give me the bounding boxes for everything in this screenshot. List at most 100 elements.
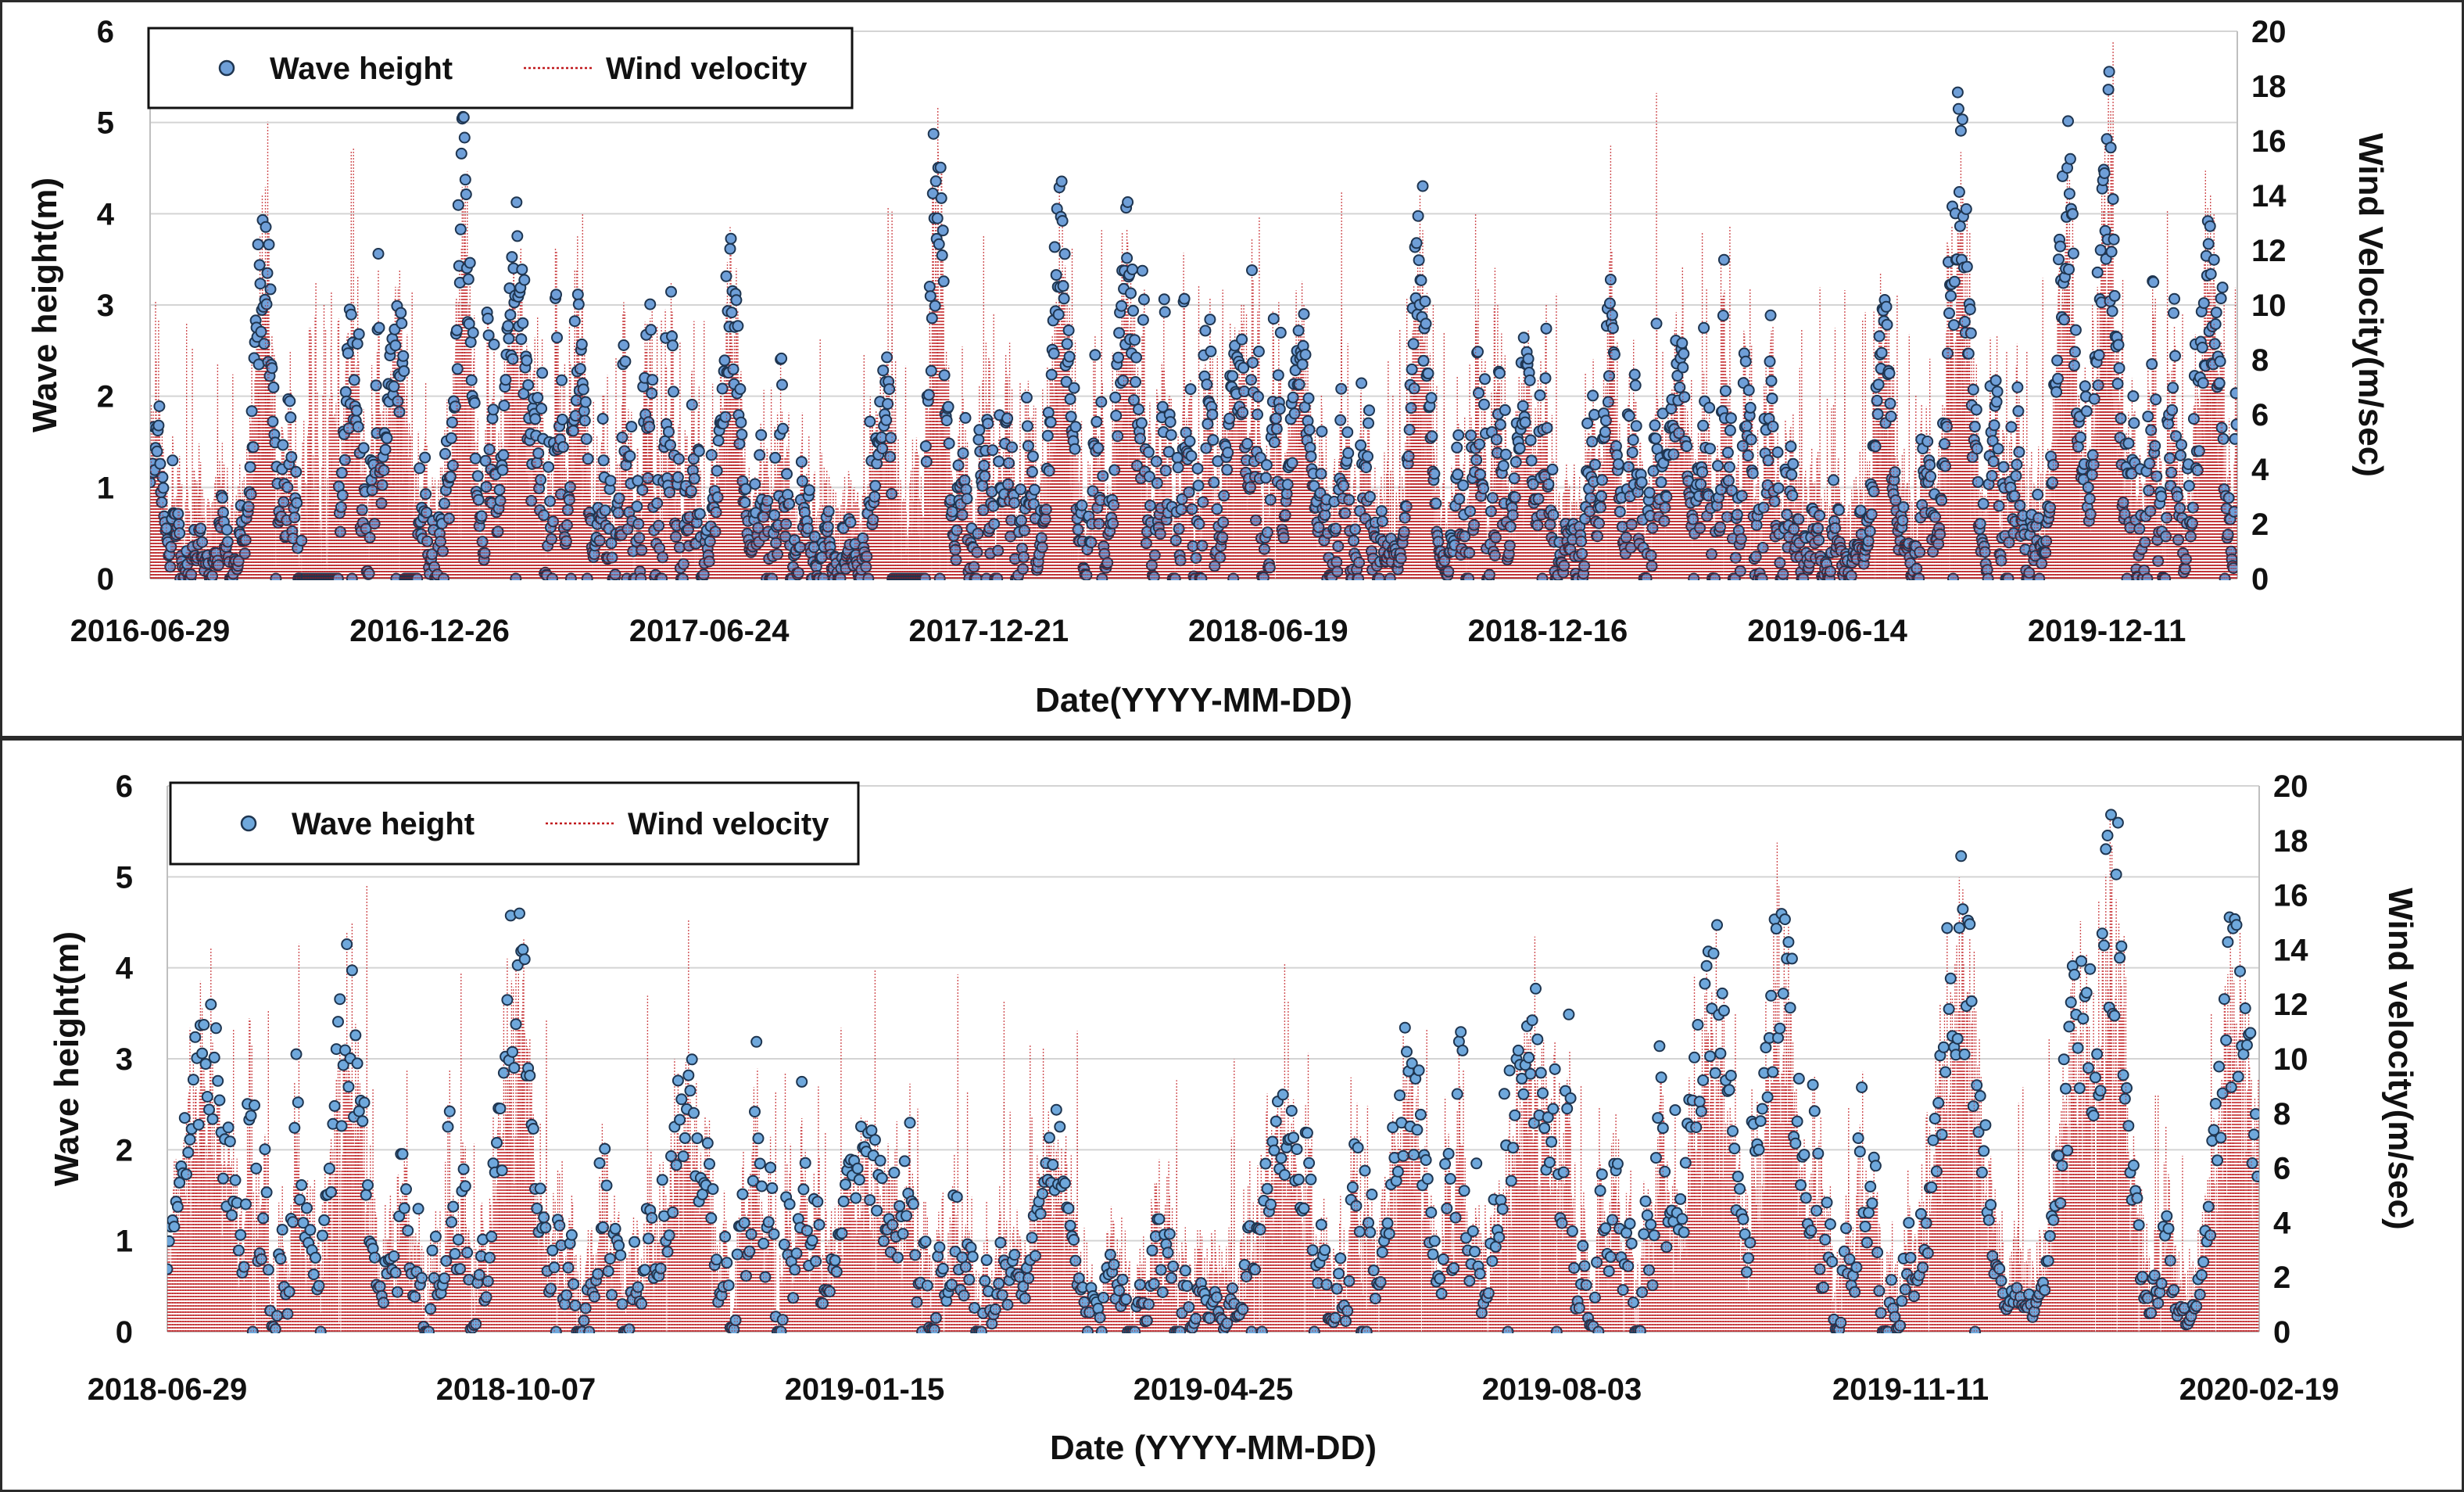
wave-point <box>1810 1204 1823 1217</box>
wave-point <box>1278 1169 1291 1181</box>
y2-tick-label: 6 <box>2273 1152 2290 1186</box>
wave-point <box>206 1113 219 1125</box>
wave-point <box>245 1110 257 1122</box>
wave-point <box>1800 1192 1812 1204</box>
wave-point <box>2063 264 2075 275</box>
wave-point <box>1455 1026 1467 1038</box>
wave-point <box>1472 346 1484 358</box>
wave-point <box>2204 1229 2217 1242</box>
wave-point <box>539 1221 552 1234</box>
wave-point <box>551 332 563 344</box>
wave-point <box>677 1150 689 1163</box>
wave-point <box>1192 479 1205 492</box>
wave-point <box>1630 420 1642 432</box>
wave-point <box>1866 1197 1878 1210</box>
wave-point <box>1734 1182 1746 1195</box>
wave-point <box>937 275 950 288</box>
wave-point <box>1116 299 1128 312</box>
wave-point <box>909 1249 922 1261</box>
wave-point <box>963 1273 976 1286</box>
wave-point <box>171 1200 184 1213</box>
wave-point <box>1669 1104 1681 1117</box>
wave-point <box>1057 280 1069 292</box>
wave-point <box>1470 1157 1483 1170</box>
wave-point <box>2151 470 2163 482</box>
wave-point <box>860 561 872 573</box>
wave-point <box>1596 1168 1608 1181</box>
wave-point <box>757 1237 770 1250</box>
wave-point <box>510 1018 522 1031</box>
x-tick-label: 2019-06-14 <box>1747 614 1907 648</box>
wave-point <box>1782 936 1795 949</box>
wave-point <box>1737 1213 1750 1225</box>
legend-wave-label: Wave height <box>270 52 453 86</box>
wave-point <box>1125 287 1137 299</box>
wave-point <box>1771 446 1784 458</box>
wave-point <box>1534 389 1546 401</box>
wave-point <box>1301 1127 1313 1139</box>
wave-point <box>665 285 677 298</box>
wave-point <box>1723 461 1735 473</box>
wave-point <box>1719 385 1732 397</box>
wave-point <box>154 457 167 470</box>
wave-point <box>1296 358 1309 371</box>
wave-point <box>919 440 932 453</box>
wave-point <box>518 953 531 966</box>
wave-point <box>1360 461 1372 474</box>
wave-point <box>864 415 876 428</box>
wave-point <box>1237 1303 1249 1315</box>
wave-point <box>1611 1157 1624 1170</box>
y-tick-label: 5 <box>116 860 133 895</box>
wave-point <box>1184 435 1196 447</box>
wave-point <box>426 1244 439 1257</box>
wave-point <box>2215 1132 2227 1144</box>
wave-point <box>2169 292 2180 305</box>
wave-point <box>800 1225 813 1237</box>
wave-point <box>829 1254 841 1267</box>
wave-point <box>719 411 732 423</box>
wave-point <box>754 449 766 461</box>
wave-point <box>1979 1119 1992 1132</box>
wave-point <box>1711 919 1723 931</box>
wave-point <box>1754 1115 1767 1128</box>
wave-point <box>925 364 937 377</box>
wave-point <box>362 1179 374 1191</box>
wave-point <box>491 1136 503 1149</box>
wave-point <box>1971 443 1983 455</box>
wave-point <box>686 1053 698 1066</box>
wave-point <box>951 1191 963 1203</box>
wave-point <box>1561 1103 1574 1115</box>
wave-point <box>1791 1115 1803 1128</box>
wave-point <box>656 1174 668 1186</box>
wave-point <box>2084 963 2097 975</box>
wave-point <box>515 333 528 346</box>
wave-point <box>736 1188 749 1200</box>
wave-point <box>2217 432 2229 445</box>
wave-point <box>1958 1048 1971 1060</box>
wave-point <box>263 239 275 251</box>
wave-point <box>336 489 349 501</box>
wave-point <box>1739 355 1752 368</box>
wave-point <box>335 467 348 479</box>
wave-point <box>1206 408 1219 421</box>
wave-point <box>1401 1045 1413 1058</box>
wave-point <box>196 1047 209 1060</box>
wave-point <box>1883 367 1896 379</box>
wave-point <box>488 339 500 350</box>
wave-point <box>1964 918 1976 931</box>
wave-point <box>2146 358 2158 371</box>
wave-point <box>1856 1081 1868 1093</box>
wave-point <box>701 1137 714 1149</box>
wave-point <box>1594 1185 1606 1197</box>
wave-point <box>1556 1217 1568 1229</box>
wave-point <box>1649 419 1661 432</box>
wave-point <box>203 1103 215 1116</box>
wave-point <box>1655 476 1667 489</box>
wave-point <box>597 454 610 467</box>
wave-point <box>569 1299 582 1311</box>
wave-point <box>1355 439 1367 451</box>
y-tick-label: 4 <box>97 197 115 231</box>
wave-point <box>885 432 897 444</box>
wave-point <box>1054 1121 1066 1133</box>
wave-point <box>1538 1122 1551 1135</box>
